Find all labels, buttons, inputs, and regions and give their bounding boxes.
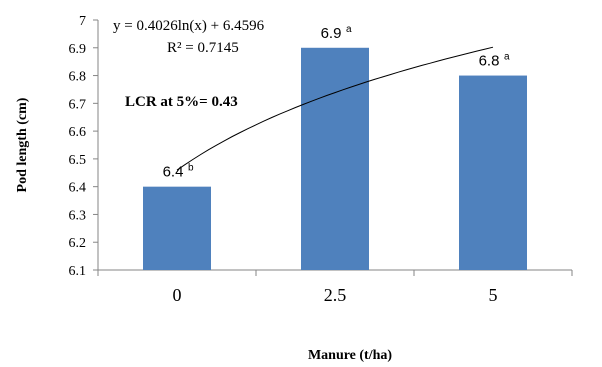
y-tick-label: 6.3 bbox=[69, 208, 87, 223]
x-axis-title: Manure (t/ha) bbox=[308, 348, 392, 363]
x-tick-label: 0 bbox=[173, 285, 182, 305]
data-label-letter: b bbox=[188, 163, 194, 174]
data-labels: 6.4 b 6.9 a 6.8 a bbox=[163, 24, 510, 181]
y-axis-title: Pod length (cm) bbox=[15, 97, 30, 192]
data-label: 6.8 bbox=[479, 53, 500, 70]
chart-bars bbox=[143, 47, 527, 271]
bar bbox=[301, 47, 369, 271]
y-tick-label: 6.9 bbox=[69, 42, 87, 57]
trendline bbox=[176, 46, 494, 171]
trendline-equation: y = 0.4026ln(x) + 6.4596 bbox=[113, 18, 265, 34]
data-label-letter: a bbox=[504, 52, 510, 63]
y-tick-label: 6.2 bbox=[69, 236, 87, 251]
data-label-letter: a bbox=[346, 24, 352, 35]
y-tick-label: 6.8 bbox=[69, 70, 87, 85]
bar bbox=[459, 75, 527, 270]
x-tick-label: 5 bbox=[489, 285, 498, 305]
y-tick-label: 6.6 bbox=[69, 125, 87, 140]
y-tick-label: 7 bbox=[79, 14, 86, 29]
data-label: 6.9 bbox=[321, 25, 342, 42]
trendline-r-squared: R² = 0.7145 bbox=[167, 40, 239, 56]
lcr-annotation: LCR at 5%= 0.43 bbox=[125, 94, 238, 110]
y-tick-label: 6.1 bbox=[69, 264, 87, 279]
data-label: 6.4 bbox=[163, 164, 184, 181]
bar bbox=[143, 186, 211, 270]
y-tick-label: 6.4 bbox=[69, 181, 87, 196]
y-tick-label: 6.5 bbox=[69, 153, 87, 168]
y-tick-label: 6.7 bbox=[69, 97, 87, 112]
x-tick-label: 2.5 bbox=[324, 285, 347, 305]
